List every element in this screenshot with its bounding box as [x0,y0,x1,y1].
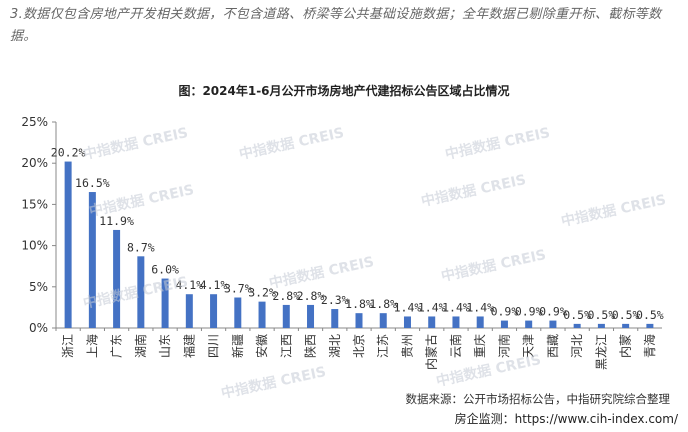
bar [573,323,581,328]
bar [646,323,654,328]
data-label: 4.1% [175,278,203,292]
bar [161,278,169,328]
x-tick-label: 天津 [522,334,536,358]
x-tick-label: 北京 [352,334,366,358]
bar [64,161,72,328]
bar [500,320,508,328]
y-tick-label: 10% [21,239,48,253]
x-tick-label: 湖南 [133,334,148,358]
y-tick-label: 20% [21,156,48,170]
x-tick-label: 陕西 [303,334,318,358]
data-label: 1.4% [418,300,446,314]
bar [428,316,436,328]
x-tick-label: 贵州 [400,334,414,358]
data-label: 0.5% [563,308,591,322]
bar [258,301,266,328]
data-label: 8.7% [127,240,155,254]
bar [379,313,387,328]
footnote-text: 3.数据仅包含房地产开发相关数据，不包含道路、桥梁等公共基础设施数据；全年数据已… [10,7,662,44]
x-tick-label: 内蒙 [619,334,633,358]
data-label: 1.8% [369,297,397,311]
data-label: 0.9% [515,305,543,319]
x-tick-label: 黑龙江 [594,334,608,370]
data-label: 1.4% [442,300,470,314]
bar [88,192,96,328]
x-tick-label: 广东 [110,334,124,358]
bar [403,316,411,328]
y-tick-label: 25% [21,115,48,129]
data-label: 2.8% [297,289,325,303]
chart-title: 图：2024年1-6月公开市场房地产代建招标公告区域占比情况 [178,84,510,98]
bar [185,294,193,328]
x-tick-label: 江西 [279,334,293,358]
data-label: 11.9% [99,214,134,228]
x-tick-label: 河南 [496,334,511,358]
bar [549,320,557,328]
data-label: 4.1% [200,278,228,292]
footer-link: 房企监测：https://www.cih-index.com/ [454,412,678,426]
data-label: 16.5% [75,176,110,190]
x-tick-label: 重庆 [473,334,487,358]
x-tick-label: 西藏 [546,334,560,358]
data-label: 3.2% [248,286,276,300]
x-tick-label: 四川 [207,334,221,358]
bar [355,313,363,328]
data-label: 6.0% [151,263,179,277]
x-tick-label: 新疆 [230,334,245,358]
x-tick-label: 福建 [181,334,196,358]
x-tick-label: 云南 [448,334,463,358]
x-tick-label: 安徽 [254,334,269,358]
bar [476,316,484,328]
data-label: 2.8% [272,289,300,303]
data-label: 1.4% [394,300,422,314]
x-tick-label: 湖北 [327,334,342,358]
bar [307,304,315,328]
bar [113,229,121,328]
data-label: 0.9% [539,305,567,319]
data-label: 0.5% [588,308,616,322]
y-tick-label: 0% [29,321,48,335]
data-label: 0.5% [612,308,640,322]
y-tick-label: 5% [29,280,48,294]
x-tick-label: 青海 [642,334,657,358]
x-tick-label: 江苏 [376,334,390,358]
bar [137,256,145,328]
bar [331,309,339,328]
bar [525,320,533,328]
bar [234,297,242,328]
y-tick-label: 15% [21,197,48,211]
data-label: 0.5% [636,308,664,322]
x-tick-label: 山东 [158,334,172,358]
data-source: 数据来源：公开市场招标公告，中指研究院综合整理 [405,392,671,406]
data-label: 2.3% [321,293,349,307]
bar [622,323,630,328]
bar [282,304,290,328]
data-label: 1.8% [345,297,373,311]
bar-chart: 0% 5% 10% 15% 20% 25% 20.2% 浙江 16.5% 上海 11.9% 广东 8.7… [21,115,664,370]
bar [597,323,605,328]
data-label: 0.9% [491,305,519,319]
x-tick-label: 河北 [570,334,584,358]
bar [210,294,218,328]
x-tick-label: 上海 [84,334,99,358]
data-label: 1.4% [466,300,494,314]
x-tick-label: 浙江 [61,334,75,358]
data-label: 20.2% [51,146,86,160]
x-tick-label: 内蒙古 [424,334,439,370]
data-label: 3.7% [224,282,252,296]
bar [452,316,460,328]
